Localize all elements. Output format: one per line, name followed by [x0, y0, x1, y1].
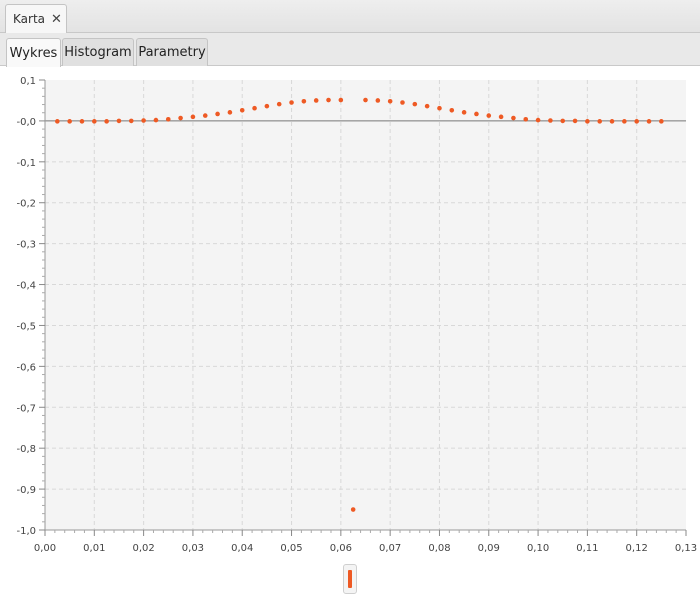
data-point [165, 116, 171, 122]
scatter-chart: 0,00 0,01 0,02 0,03 0,04 0,05 0,06 0,07 0,08 0,09… [16, 76, 697, 554]
x-tick-label: 0,06 [330, 543, 352, 554]
karta-tab[interactable]: Karta ✕ [5, 4, 67, 33]
x-tick-label: 0,02 [132, 543, 154, 554]
data-point [178, 115, 183, 121]
y-tick-label: -0,2 [16, 199, 36, 210]
data-point [276, 101, 282, 107]
data-point [239, 107, 245, 113]
y-tick-label: -0,0 [16, 117, 36, 128]
data-point [79, 119, 85, 124]
data-point [92, 119, 97, 124]
x-tick-label: 0,04 [231, 543, 253, 554]
data-point [55, 119, 60, 124]
x-tick-label: 0,12 [626, 543, 648, 554]
x-tick-label: 0,13 [675, 543, 697, 554]
y-tick-label: 0,1 [20, 76, 36, 87]
data-point [104, 119, 109, 124]
x-tick-label: 0,08 [428, 543, 450, 554]
tab-parametry[interactable]: Parametry [136, 38, 208, 66]
slider-handle-grip [348, 570, 352, 588]
data-point [153, 117, 159, 123]
data-point [585, 119, 590, 124]
x-tick-label: 0,03 [182, 543, 204, 554]
y-tick-label: -0,5 [16, 321, 36, 332]
data-point [498, 114, 504, 120]
data-point [548, 118, 553, 123]
tab-wykres-label: Wykres [9, 45, 58, 61]
x-tick-label: 0,07 [379, 543, 401, 554]
data-point [646, 119, 652, 124]
karta-tab-label: Karta [13, 12, 46, 26]
data-point [363, 97, 368, 103]
data-point [227, 110, 233, 115]
data-point [252, 105, 257, 111]
y-tick-label: -0,1 [16, 158, 36, 169]
data-point [622, 119, 627, 124]
window-tab-bar: Karta ✕ [0, 0, 700, 33]
slider-handle[interactable] [343, 564, 357, 594]
data-point [67, 119, 72, 124]
data-point [400, 100, 405, 105]
x-tick-label: 0,11 [576, 543, 598, 554]
tab-histogram[interactable]: Histogram [62, 38, 134, 66]
data-point [289, 100, 294, 105]
close-icon[interactable]: ✕ [51, 11, 62, 27]
tab-wykres[interactable]: Wykres [6, 38, 61, 67]
x-tick-label: 0,10 [527, 543, 549, 554]
y-tick-label: -0,3 [16, 240, 36, 251]
data-point [338, 97, 344, 103]
data-point [141, 118, 146, 123]
data-point [387, 98, 393, 104]
data-point [474, 111, 479, 117]
x-tick-label: 0,05 [280, 543, 302, 554]
data-point [597, 119, 603, 124]
data-point [424, 103, 430, 109]
data-point [264, 103, 270, 109]
y-tick-label: -0,4 [16, 281, 36, 292]
y-tick-label: -0,9 [16, 485, 36, 496]
y-tick-label: -1,0 [16, 526, 36, 537]
y-tick-label: -0,8 [16, 444, 36, 455]
data-point [560, 118, 566, 124]
data-point [449, 107, 455, 113]
x-tick-label: 0,09 [478, 543, 500, 554]
tab-parametry-label: Parametry [138, 45, 206, 60]
data-point [116, 118, 122, 124]
tab-histogram-label: Histogram [64, 45, 132, 60]
data-point [535, 117, 541, 123]
data-point [215, 111, 220, 117]
x-tick-label: 0,00 [34, 543, 56, 554]
data-point [634, 119, 639, 124]
data-point [511, 115, 516, 121]
data-point [202, 113, 208, 118]
data-point [486, 113, 492, 118]
data-point [301, 98, 307, 104]
y-tick-label: -0,7 [16, 403, 36, 414]
data-point [412, 101, 418, 107]
data-point [461, 110, 467, 115]
data-point [313, 98, 319, 103]
data-point [128, 118, 134, 124]
data-point [572, 118, 578, 124]
data-point [375, 98, 381, 103]
data-point [437, 105, 442, 111]
x-tick-label: 0,01 [83, 543, 105, 554]
data-point [190, 114, 196, 120]
y-tick-label: -0,6 [16, 362, 36, 373]
view-tab-bar: Wykres Histogram Parametry [0, 33, 700, 67]
plot-area [45, 80, 686, 530]
data-point [523, 116, 529, 122]
data-point [350, 507, 356, 512]
data-point [659, 119, 664, 124]
data-point [326, 97, 331, 103]
data-point [609, 119, 615, 124]
